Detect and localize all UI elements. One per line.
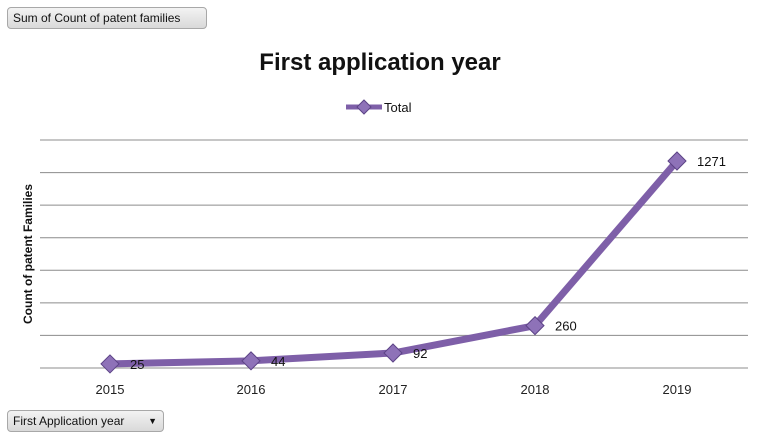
legend-entry-total: Total bbox=[384, 100, 412, 115]
x-tick-label: 2016 bbox=[237, 382, 266, 397]
x-tick-label: 2017 bbox=[379, 382, 408, 397]
data-point-marker bbox=[100, 354, 120, 374]
data-label: 260 bbox=[555, 319, 577, 334]
pivot-axis-field-label: First Application year bbox=[13, 414, 125, 428]
data-label: 1271 bbox=[697, 154, 726, 169]
data-point-marker bbox=[525, 315, 545, 336]
x-tick-label: 2015 bbox=[96, 382, 125, 397]
chart-title: First application year bbox=[259, 49, 500, 76]
data-label: 44 bbox=[271, 354, 285, 369]
pivot-value-field-button[interactable]: Sum of Count of patent families bbox=[7, 7, 207, 29]
x-axis-ticks: 2015 2016 2017 2018 2019 bbox=[96, 382, 692, 397]
data-label: 92 bbox=[413, 346, 427, 361]
data-point-marker bbox=[383, 343, 403, 363]
series-line-total bbox=[106, 157, 681, 368]
x-tick-label: 2018 bbox=[521, 382, 550, 397]
pivot-axis-field-button[interactable]: First Application year ▼ bbox=[7, 410, 164, 432]
x-tick-label: 2019 bbox=[663, 382, 692, 397]
data-label: 25 bbox=[130, 357, 144, 372]
plot-area: 25 44 92 260 1271 bbox=[100, 151, 726, 374]
legend: Total bbox=[346, 99, 412, 115]
data-point-marker bbox=[667, 151, 687, 171]
legend-marker bbox=[356, 99, 372, 115]
gridlines bbox=[40, 139, 748, 369]
data-point-marker bbox=[241, 351, 261, 371]
y-axis-title: Count of patent Families bbox=[21, 184, 35, 324]
triangle-down-icon[interactable]: ▼ bbox=[148, 416, 157, 426]
